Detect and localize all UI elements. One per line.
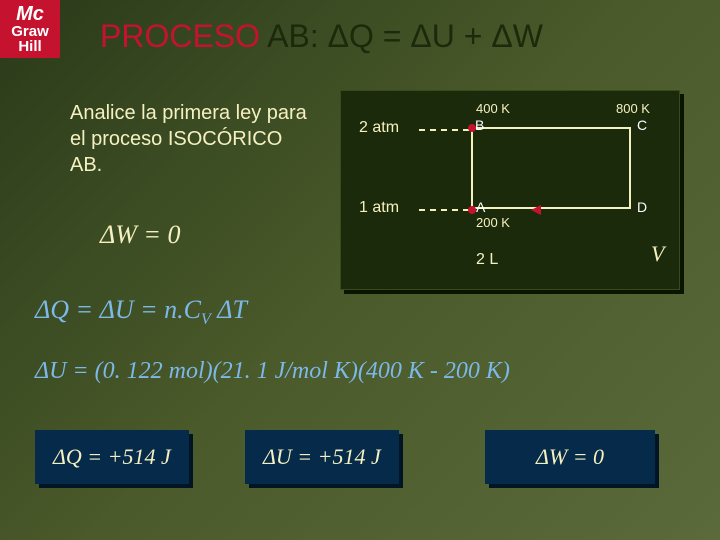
publisher-logo: Mc Graw Hill — [0, 0, 60, 58]
xlabel-2l: 2 L — [476, 251, 498, 269]
temp-800k: 800 K — [616, 101, 650, 116]
dash-bottom — [419, 209, 469, 211]
arrow-left — [531, 205, 541, 215]
result-dq: ΔQ = +514 J — [35, 430, 189, 484]
point-c: C — [637, 117, 647, 133]
title-dark: AB: ΔQ = ΔU + ΔW — [260, 18, 543, 54]
temp-200k: 200 K — [476, 215, 510, 230]
ylabel-1atm: 1 atm — [359, 199, 399, 217]
intro-text: Analice la primera ley para el proceso I… — [70, 100, 310, 178]
logo-line1: Mc — [0, 4, 60, 24]
eq2-sub: V — [201, 311, 211, 328]
point-d: D — [637, 199, 647, 215]
dash-top — [419, 129, 469, 131]
point-b: B — [475, 117, 484, 133]
eq2-right: ΔT — [211, 295, 247, 324]
pv-diagram: 2 atm 1 atm 400 K 800 K 200 K B C A D 2 … — [340, 90, 680, 290]
dot-b — [468, 124, 476, 132]
equation-du-calc: ΔU = (0. 122 mol)(21. 1 J/mol K)(400 K -… — [35, 358, 510, 385]
axis-v: V — [651, 241, 664, 267]
title-red: PROCESO — [100, 18, 260, 54]
logo-line2: Graw — [0, 24, 60, 39]
slide-title: PROCESO AB: ΔQ = ΔU + ΔW — [100, 18, 543, 55]
equation-heat: ΔQ = ΔU = n.CV ΔT — [35, 295, 247, 329]
point-a: A — [476, 199, 485, 215]
ylabel-2atm: 2 atm — [359, 119, 399, 137]
cycle-rect — [471, 127, 631, 209]
dot-a — [468, 206, 476, 214]
equation-work: ΔW = 0 — [100, 220, 180, 250]
result-du: ΔU = +514 J — [245, 430, 399, 484]
result-dw: ΔW = 0 — [485, 430, 655, 484]
temp-400k: 400 K — [476, 101, 510, 116]
eq2-left: ΔQ = ΔU = n.C — [35, 295, 201, 324]
logo-line3: Hill — [0, 39, 60, 54]
